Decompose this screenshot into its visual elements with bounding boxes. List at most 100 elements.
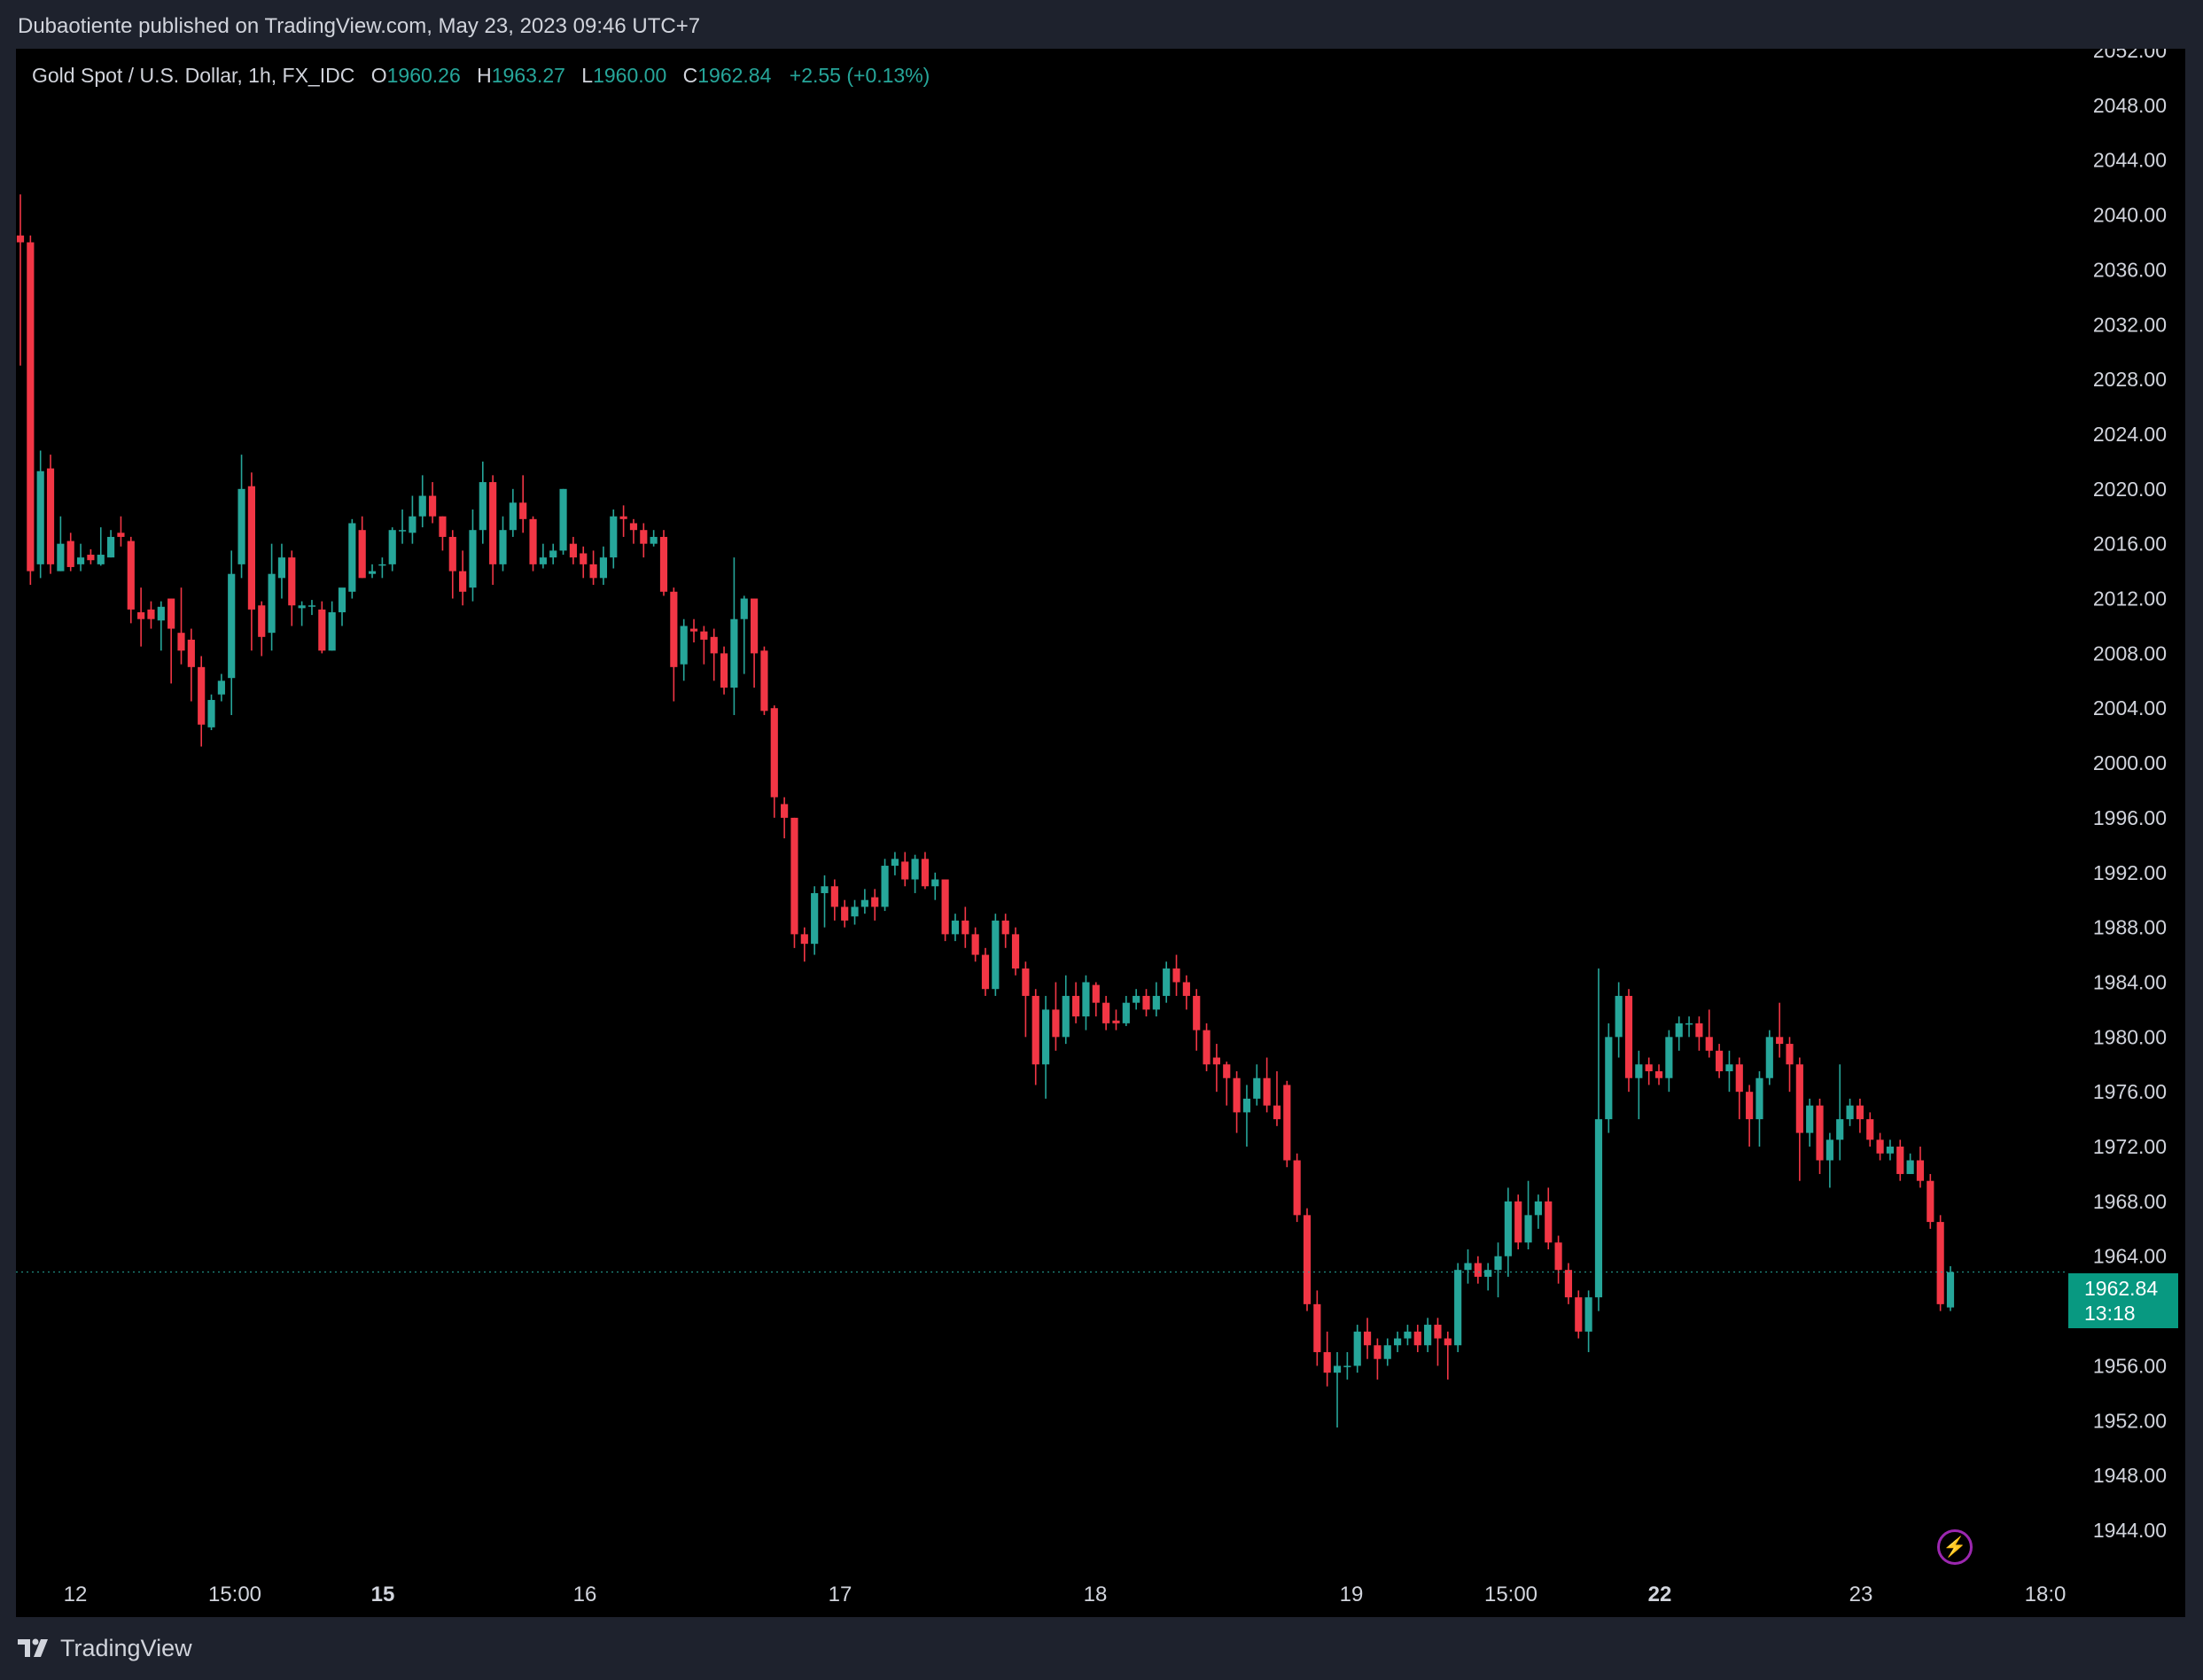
candle bbox=[1001, 914, 1009, 948]
time-tick-label: 15 bbox=[371, 1583, 395, 1606]
lightning-bolt-icon[interactable]: ⚡ bbox=[1937, 1529, 1973, 1565]
candle-body bbox=[1001, 920, 1009, 935]
candlestick-chart[interactable]: 2052.00 2048.00 2044.00 2040.00 2036.00 2032.… bbox=[16, 49, 2185, 1617]
candle bbox=[1454, 1263, 1462, 1352]
candle-body bbox=[790, 817, 798, 935]
candle bbox=[1383, 1338, 1391, 1366]
candle-body bbox=[97, 555, 105, 564]
price-tick-label: 1980.00 bbox=[2093, 1025, 2167, 1048]
candle bbox=[1866, 1112, 1874, 1147]
candle-body bbox=[1896, 1147, 1904, 1174]
candle bbox=[1283, 1080, 1291, 1168]
low-value: 1960.00 bbox=[593, 64, 667, 87]
candle bbox=[348, 518, 356, 599]
change-value: +2.55 (+0.13%) bbox=[789, 64, 930, 87]
footer bbox=[0, 1617, 2203, 1680]
price-tick-label: 2024.00 bbox=[2093, 423, 2167, 446]
candle bbox=[277, 543, 286, 599]
candle-body bbox=[1484, 1270, 1492, 1277]
candle-body bbox=[1886, 1147, 1895, 1154]
candle-body bbox=[1293, 1160, 1301, 1216]
candle-body bbox=[1645, 1064, 1653, 1071]
candle bbox=[1394, 1331, 1402, 1352]
candle bbox=[288, 550, 296, 626]
price-tick-label: 2000.00 bbox=[2093, 751, 2167, 774]
candle-body bbox=[931, 879, 939, 887]
candle-body bbox=[1735, 1064, 1743, 1093]
candle bbox=[469, 509, 477, 602]
candle-body bbox=[448, 536, 456, 572]
price-tick-label: 2036.00 bbox=[2093, 258, 2167, 281]
candle bbox=[569, 536, 577, 564]
candle bbox=[1716, 1044, 1724, 1078]
candle bbox=[1343, 1351, 1351, 1380]
candle bbox=[368, 564, 377, 579]
candle-body bbox=[1685, 1023, 1693, 1025]
candle bbox=[97, 527, 105, 566]
candle-body bbox=[1916, 1160, 1925, 1181]
price-tick-label: 2028.00 bbox=[2093, 368, 2167, 391]
price-tick-label: 1956.00 bbox=[2093, 1354, 2167, 1377]
candle bbox=[1765, 1030, 1773, 1085]
candle bbox=[499, 516, 507, 572]
candle bbox=[268, 543, 276, 651]
candle bbox=[1092, 982, 1100, 1017]
candle bbox=[1856, 1098, 1864, 1133]
candle-body bbox=[1404, 1331, 1412, 1339]
candle-body bbox=[1654, 1070, 1663, 1078]
tradingview-logo[interactable]: TradingView bbox=[18, 1635, 192, 1661]
candle bbox=[710, 628, 718, 681]
candle-body bbox=[1313, 1303, 1321, 1352]
candle bbox=[1836, 1064, 1844, 1161]
candle-body bbox=[1584, 1297, 1592, 1332]
candle-body bbox=[941, 879, 949, 935]
price-tick-label: 2048.00 bbox=[2093, 94, 2167, 117]
candle bbox=[1746, 1085, 1754, 1147]
time-tick-label: 12 bbox=[64, 1583, 88, 1606]
price-tick-label: 1972.00 bbox=[2093, 1135, 2167, 1158]
candle bbox=[1705, 1009, 1713, 1058]
candle-body bbox=[177, 633, 185, 651]
candle bbox=[298, 601, 306, 626]
candle-body bbox=[740, 598, 748, 619]
candle-body bbox=[1665, 1037, 1673, 1078]
candle bbox=[1735, 1057, 1743, 1120]
price-axis[interactable]: 2052.00 2048.00 2044.00 2040.00 2036.00 2032.… bbox=[2093, 49, 2167, 1542]
price-tick-label: 1968.00 bbox=[2093, 1190, 2167, 1213]
candle-body bbox=[1122, 1002, 1130, 1023]
candle-body bbox=[1605, 1037, 1613, 1120]
candle-body bbox=[911, 859, 919, 880]
price-tick-label: 2008.00 bbox=[2093, 642, 2167, 665]
candle bbox=[137, 587, 145, 647]
candle bbox=[36, 450, 44, 579]
candle bbox=[1786, 1037, 1794, 1093]
candle bbox=[931, 872, 939, 900]
chart-pane[interactable]: 2052.00 2048.00 2044.00 2040.00 2036.00 2032.… bbox=[16, 49, 2185, 1617]
price-tick-label: 2040.00 bbox=[2093, 204, 2167, 227]
candle-body bbox=[1464, 1263, 1472, 1271]
candle bbox=[167, 598, 175, 684]
candle-body bbox=[298, 605, 306, 609]
time-tick-label: 15:00 bbox=[208, 1583, 261, 1606]
candle bbox=[1223, 1062, 1231, 1106]
candle-body bbox=[580, 553, 588, 564]
candle-body bbox=[1062, 995, 1070, 1038]
candle-body bbox=[1323, 1351, 1331, 1373]
candle-body bbox=[529, 518, 537, 564]
candle-body bbox=[277, 557, 286, 579]
candle bbox=[16, 194, 25, 366]
candle bbox=[1353, 1325, 1361, 1373]
candle bbox=[1695, 1016, 1703, 1051]
candle-body bbox=[650, 536, 658, 544]
candle-body bbox=[187, 639, 195, 667]
price-tick-label: 2032.00 bbox=[2093, 313, 2167, 336]
time-axis[interactable]: 12 15:00 15 16 17 18 19 15:00 22 23 18:0 bbox=[64, 1583, 2067, 1606]
candle-body bbox=[288, 557, 296, 606]
candle-body bbox=[429, 495, 437, 517]
candle bbox=[1303, 1208, 1312, 1311]
candle bbox=[1635, 1050, 1643, 1120]
candle bbox=[328, 601, 336, 651]
candle bbox=[1806, 1098, 1814, 1147]
candle-body bbox=[409, 516, 416, 533]
candle bbox=[1846, 1098, 1854, 1126]
